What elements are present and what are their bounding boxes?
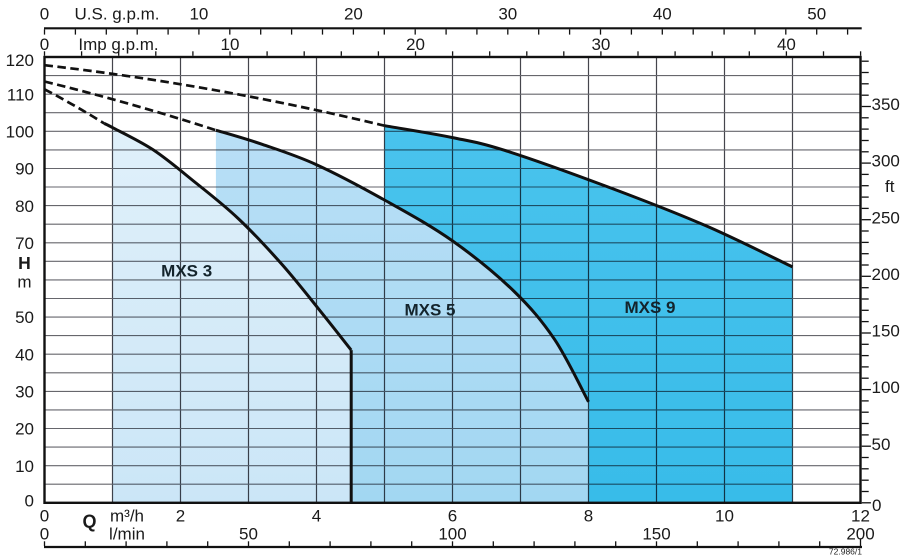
svg-text:0: 0: [40, 35, 49, 54]
svg-text:40: 40: [653, 5, 672, 24]
svg-text:90: 90: [15, 160, 34, 179]
svg-text:250: 250: [872, 208, 900, 227]
svg-text:40: 40: [15, 345, 34, 364]
svg-text:10: 10: [15, 457, 34, 476]
svg-text:0: 0: [40, 5, 49, 24]
svg-text:20: 20: [344, 5, 363, 24]
svg-text:30: 30: [498, 5, 517, 24]
svg-text:6: 6: [448, 507, 457, 526]
svg-text:ft: ft: [885, 177, 895, 196]
svg-text:20: 20: [15, 420, 34, 439]
svg-text:150: 150: [872, 322, 900, 341]
svg-text:10: 10: [221, 35, 240, 54]
svg-text:50: 50: [872, 435, 891, 454]
svg-text:110: 110: [7, 85, 34, 104]
svg-text:0: 0: [25, 492, 34, 511]
svg-text:40: 40: [777, 35, 796, 54]
svg-text:Imp g.p.m.: Imp g.p.m.: [78, 35, 158, 54]
svg-text:0: 0: [40, 525, 49, 544]
svg-text:70: 70: [15, 234, 34, 253]
svg-text:100: 100: [438, 525, 466, 544]
svg-text:m³/h: m³/h: [110, 507, 144, 526]
svg-text:8: 8: [584, 507, 593, 526]
svg-text:300: 300: [872, 152, 900, 171]
svg-text:200: 200: [846, 525, 874, 544]
svg-text:Q: Q: [82, 512, 96, 532]
svg-text:100: 100: [872, 378, 900, 397]
svg-text:200: 200: [872, 265, 900, 284]
svg-text:30: 30: [591, 35, 610, 54]
svg-text:2: 2: [176, 507, 185, 526]
svg-text:30: 30: [15, 383, 34, 402]
svg-text:12: 12: [851, 507, 870, 526]
svg-text:MXS 3: MXS 3: [161, 261, 212, 280]
svg-text:MXS 9: MXS 9: [624, 298, 675, 317]
svg-text:MXS 5: MXS 5: [404, 301, 455, 320]
svg-text:l/min: l/min: [109, 525, 145, 544]
svg-text:4: 4: [312, 507, 321, 526]
svg-text:0: 0: [872, 496, 881, 515]
svg-text:H: H: [18, 253, 31, 273]
svg-text:50: 50: [807, 5, 826, 24]
svg-text:50: 50: [239, 525, 258, 544]
svg-text:80: 80: [15, 197, 34, 216]
svg-text:0: 0: [40, 507, 49, 526]
svg-text:U.S. g.p.m.: U.S. g.p.m.: [74, 5, 159, 24]
svg-text:100: 100: [6, 123, 34, 142]
svg-text:10: 10: [715, 507, 734, 526]
svg-text:150: 150: [642, 525, 670, 544]
svg-text:50: 50: [15, 308, 34, 327]
svg-text:350: 350: [872, 95, 900, 114]
svg-text:20: 20: [406, 35, 425, 54]
svg-text:m: m: [17, 272, 31, 291]
svg-text:120: 120: [6, 51, 34, 70]
svg-text:72.986/1: 72.986/1: [829, 547, 862, 556]
svg-text:10: 10: [189, 5, 208, 24]
